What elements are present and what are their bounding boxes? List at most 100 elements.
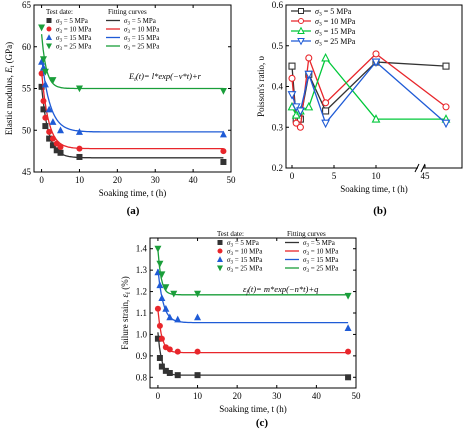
data-point xyxy=(166,370,173,376)
data-point xyxy=(156,355,163,361)
equation-rhs: (t)= m*exp(−n*t)+q xyxy=(248,284,319,294)
legend-sigma: σ xyxy=(124,43,128,51)
data-point xyxy=(219,130,227,138)
data-point xyxy=(45,105,53,113)
legend-sigma: σ xyxy=(56,17,60,25)
legend-sub: 3 xyxy=(127,30,130,35)
fit-equation: Et(t)= l*exp(−v*t)+r xyxy=(128,71,202,83)
data-point xyxy=(194,290,202,298)
data-point xyxy=(174,315,182,323)
data-point xyxy=(322,99,330,107)
legend-value: = 15 MPa xyxy=(130,34,160,42)
fit-curve xyxy=(40,71,224,150)
y-tick-label: 1.4 xyxy=(136,244,148,254)
legend-sigma: σ xyxy=(303,248,307,256)
legend-sigma: σ xyxy=(303,239,307,247)
fit-curve xyxy=(157,249,349,296)
legend-sub: 3 xyxy=(230,269,233,274)
y-tick-label: 1.0 xyxy=(136,329,148,339)
data-point xyxy=(174,372,181,379)
y-tick-label: 0.9 xyxy=(136,351,148,361)
y-axis-title: Elastic modulus, Et (GPa) xyxy=(4,42,16,135)
y-axis-title: Poisson's ratio, υ xyxy=(256,56,266,117)
legend-value: = 10 MPa xyxy=(130,26,160,34)
x-tick-label: 10 xyxy=(372,171,382,181)
data-point xyxy=(156,281,164,289)
data-point xyxy=(287,91,297,100)
legend-sub: 3 xyxy=(230,244,233,249)
legend-sub: 3 xyxy=(59,47,62,52)
axis-break-mark xyxy=(420,163,426,173)
x-tick-label: 20 xyxy=(113,175,123,185)
x-tick-label: 40 xyxy=(189,175,199,185)
data-point xyxy=(41,68,49,76)
data-point xyxy=(57,143,64,150)
data-point xyxy=(345,348,352,355)
legend-sigma: σ xyxy=(56,34,60,42)
legend-sub: 3 xyxy=(306,269,309,274)
fit-curve xyxy=(157,309,349,354)
fit-curve xyxy=(40,86,224,159)
y-tick-label: 0.6 xyxy=(272,0,284,10)
data-point xyxy=(220,158,227,165)
data-point xyxy=(371,58,381,68)
y-axis-title-main: Elastic modulus, xyxy=(4,73,14,135)
legend-marker xyxy=(217,240,223,245)
data-point xyxy=(154,305,161,312)
x-tick-label: 5 xyxy=(332,171,337,181)
legend-sigma: σ xyxy=(56,26,60,34)
legend-sub: 3 xyxy=(319,32,322,38)
legend-marker xyxy=(298,8,304,14)
y-tick-label: 1.2 xyxy=(136,287,147,297)
y-axis-title-sub: f xyxy=(125,292,132,294)
legend-label: σ3 = 25 MPa xyxy=(124,43,160,53)
legend-value: = 25 MPa xyxy=(233,265,263,273)
data-point xyxy=(49,142,56,149)
data-point xyxy=(162,367,169,374)
data-point xyxy=(42,114,49,121)
legend-sub: 3 xyxy=(306,261,309,266)
legend-label: σ3 = 10 MPa xyxy=(56,26,92,36)
legend-sub: 3 xyxy=(127,22,130,27)
panel-label: (b) xyxy=(373,205,387,217)
fit-curve xyxy=(157,269,349,324)
data-point xyxy=(305,54,313,62)
data-point xyxy=(441,119,451,129)
data-point xyxy=(220,148,227,155)
y-axis-title-symbol: ε xyxy=(120,294,130,298)
x-tick-label: 30 xyxy=(272,391,282,401)
data-point xyxy=(322,107,330,115)
y-axis-title-main: Failure strain, xyxy=(120,298,130,350)
y-tick-label: 1.3 xyxy=(136,265,148,275)
data-point xyxy=(158,294,166,301)
legend-sub: 3 xyxy=(230,252,233,257)
legend-title-curves: Fitting curves xyxy=(287,230,326,238)
series-line xyxy=(291,61,447,125)
legend-value: = 5 MPa xyxy=(130,17,157,25)
data-point xyxy=(49,77,57,84)
data-point xyxy=(170,290,178,298)
legend-value: = 10 MPa xyxy=(309,248,339,256)
data-point xyxy=(46,135,53,142)
data-point xyxy=(46,128,53,135)
legend-value: = 10 MPa xyxy=(233,248,263,256)
y-tick-label: 0.8 xyxy=(136,372,148,382)
data-point xyxy=(49,135,56,142)
y-tick-label: 55 xyxy=(22,84,32,94)
series-line xyxy=(291,56,446,120)
legend-label: σ3 = 15 MPa xyxy=(227,256,263,266)
data-point xyxy=(174,348,181,355)
axis-break-gap xyxy=(418,163,423,173)
equation-lhs: ε xyxy=(243,284,247,294)
data-point xyxy=(57,149,64,156)
legend-marker xyxy=(46,18,52,23)
data-point xyxy=(41,80,49,88)
data-point xyxy=(53,147,60,154)
legend-sigma: σ xyxy=(315,27,320,36)
legend-marker xyxy=(217,265,223,272)
legend-sub: 3 xyxy=(59,30,62,35)
fit-curve xyxy=(157,332,349,376)
y-tick-label: 0.2 xyxy=(272,163,283,173)
y-tick-label: 45 xyxy=(22,167,32,177)
data-point xyxy=(291,103,301,112)
